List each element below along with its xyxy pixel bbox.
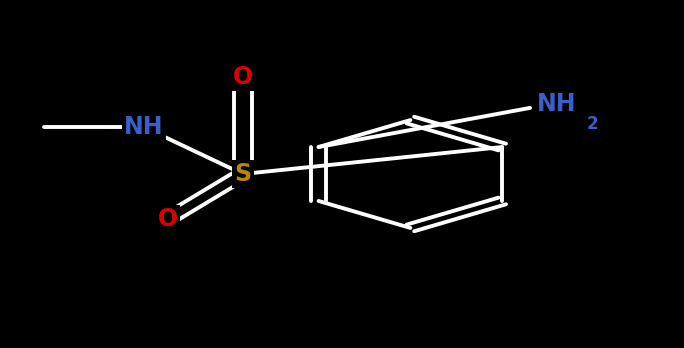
Text: O: O xyxy=(157,207,178,231)
Text: O: O xyxy=(233,65,253,88)
Text: S: S xyxy=(234,162,252,186)
Text: NH: NH xyxy=(124,115,163,139)
Text: NH: NH xyxy=(537,93,577,116)
Text: 2: 2 xyxy=(586,114,598,133)
